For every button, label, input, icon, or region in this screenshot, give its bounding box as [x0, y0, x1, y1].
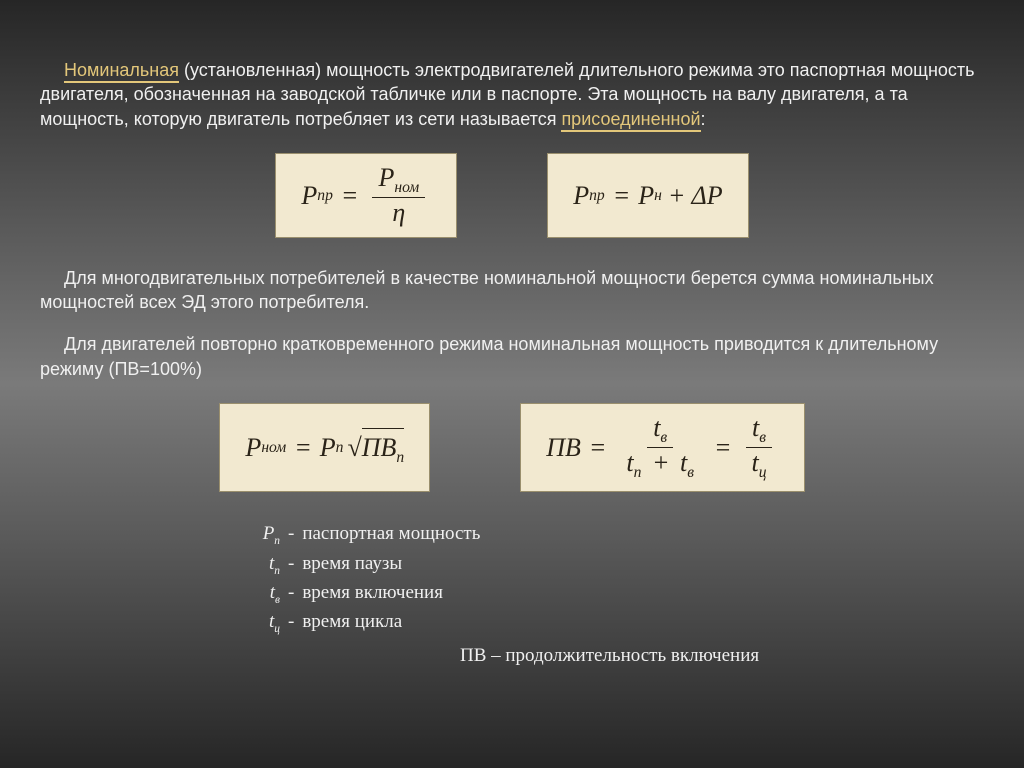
f1-num-sub: ном: [394, 179, 419, 196]
f1-lhs-sub: пр: [317, 185, 333, 206]
mid-line2: Для двигателей повторно кратковременного…: [40, 332, 984, 381]
legend-sym-sub: n: [274, 535, 280, 547]
f2-lhs-sub: пр: [589, 185, 605, 206]
legend-sym-sub: n: [274, 564, 280, 576]
f3-lhs-base: P: [245, 430, 261, 465]
legend-item: tц - время цикла: [250, 608, 984, 637]
f3-rhs-sub: n: [336, 437, 344, 458]
legend-item: tn - время паузы: [250, 550, 984, 579]
legend: Pn - паспортная мощность tn - время пауз…: [250, 520, 984, 669]
legend-desc: время цикла: [302, 608, 402, 636]
legend-desc: паспортная мощность: [302, 520, 480, 548]
legend-item: Pn - паспортная мощность: [250, 520, 984, 549]
f2-rhs2: ΔP: [691, 178, 722, 213]
f3-sqrt-base: ПВ: [362, 433, 397, 462]
intro-paragraph: Номинальная (установленная) мощность эле…: [40, 58, 984, 131]
f4-mid-den1-base: t: [626, 448, 633, 477]
f1-num-base: P: [378, 163, 394, 192]
f4-rhs-den-base: t: [752, 448, 759, 477]
legend-sym-base: P: [263, 523, 275, 544]
f2-rhs1-sub: н: [654, 185, 662, 206]
f3-lhs-sub: ном: [261, 437, 286, 458]
formula-1: Pпр = Pном η: [275, 153, 457, 238]
f1-lhs-base: P: [301, 178, 317, 213]
intro-tail: :: [701, 109, 706, 129]
f1-den: η: [386, 198, 411, 228]
intro-part1: (установленная) мощность электродвигател…: [40, 60, 975, 129]
f4-mid-num-sub: в: [660, 429, 667, 446]
term-connected: присоединенной: [561, 109, 700, 132]
mid-line1: Для многодвигательных потребителей в кач…: [40, 266, 984, 315]
formula-2: Pпр = Pн + ΔP: [547, 153, 748, 238]
f4-rhs-den-sub: ц: [759, 464, 767, 481]
f3-sqrt-sub: n: [396, 449, 404, 466]
formula-3: Pном = Pn √ПВn: [219, 403, 430, 492]
formula-4: ПВ = tв tn + tв = tв tц: [520, 403, 804, 492]
slide: Номинальная (установленная) мощность эле…: [0, 0, 1024, 689]
legend-sym-sub: ц: [274, 623, 280, 635]
f2-lhs-base: P: [573, 178, 589, 213]
f4-rhs-num-sub: в: [759, 429, 766, 446]
f2-rhs1-base: P: [638, 178, 654, 213]
legend-desc: время паузы: [302, 550, 402, 578]
formula-row-2: Pном = Pn √ПВn ПВ = tв tn + tв = tв tц: [40, 403, 984, 492]
term-nominal: Номинальная: [64, 60, 179, 83]
legend-item: tв - время включения: [250, 579, 984, 608]
formula-row-1: Pпр = Pном η Pпр = Pн + ΔP: [40, 153, 984, 238]
f4-mid-den2-sub: в: [687, 464, 694, 481]
legend-desc: время включения: [302, 579, 443, 607]
legend-note: ПВ – продолжительность включения: [460, 642, 984, 670]
f4-lhs: ПВ: [546, 430, 581, 465]
f3-rhs-base: P: [320, 430, 336, 465]
legend-sym-sub: в: [275, 594, 280, 606]
f4-mid-den1-sub: n: [634, 464, 642, 481]
